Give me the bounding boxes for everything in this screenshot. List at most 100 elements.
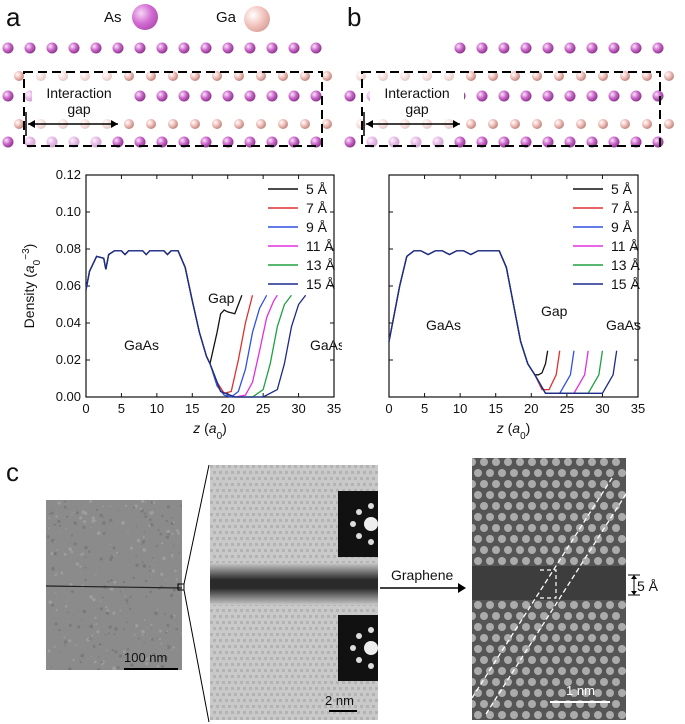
x-axis-label: z (a0) <box>496 420 531 442</box>
lattice-dot <box>258 693 261 696</box>
atom-column <box>570 645 578 653</box>
lattice-dot <box>372 465 375 468</box>
lattice-dot <box>366 705 369 708</box>
lattice-dot <box>309 639 312 642</box>
lattice-dot <box>276 645 279 648</box>
atom-column <box>576 546 584 554</box>
lattice-dot <box>249 471 252 474</box>
lattice-dot <box>324 513 327 516</box>
lattice-dot <box>225 651 228 654</box>
atom-column <box>564 612 572 620</box>
atom-column <box>606 711 614 719</box>
lattice-dot <box>312 693 315 696</box>
lattice-dot <box>249 543 252 546</box>
atom-column <box>472 524 476 532</box>
lattice-dot <box>315 507 318 510</box>
lattice-dot <box>327 687 330 690</box>
atom-column <box>540 700 548 708</box>
atom-column <box>492 524 500 532</box>
lattice-dot <box>306 537 309 540</box>
lattice-dot <box>279 627 282 630</box>
lattice-dot <box>258 657 261 660</box>
atom-column <box>606 689 614 697</box>
lattice-dot <box>222 513 225 516</box>
lattice-dot <box>267 507 270 510</box>
atom-column <box>516 634 524 642</box>
lattice-dot <box>234 693 237 696</box>
lattice-dot <box>285 519 288 522</box>
x-tick-label: 35 <box>327 401 341 416</box>
lattice-dot <box>330 513 333 516</box>
lattice-dot <box>216 501 219 504</box>
lattice-dot <box>264 681 267 684</box>
lattice-dot <box>237 519 240 522</box>
x-tick-label: 10 <box>453 401 467 416</box>
lattice-dot <box>312 669 315 672</box>
lattice-dot <box>234 717 237 720</box>
lattice-dot <box>294 681 297 684</box>
lattice-dot <box>234 465 237 468</box>
lattice-dot <box>261 543 264 546</box>
lattice-dot <box>312 537 315 540</box>
atom-column <box>472 700 476 708</box>
tem-interface-texture <box>210 465 378 720</box>
atom-column <box>522 469 530 477</box>
fft-spot <box>368 663 374 669</box>
atom-column <box>528 480 536 488</box>
atom-column <box>528 502 536 510</box>
lattice-dot <box>225 699 228 702</box>
lattice-dot <box>318 525 321 528</box>
lattice-dot <box>297 663 300 666</box>
lattice-dot <box>276 501 279 504</box>
lattice-dot <box>246 465 249 468</box>
lattice-dot <box>285 711 288 714</box>
lattice-dot <box>324 657 327 660</box>
lattice-dot <box>216 621 219 624</box>
lattice-dot <box>303 627 306 630</box>
lattice-dot <box>252 621 255 624</box>
atom-column <box>588 634 596 642</box>
lattice-dot <box>285 627 288 630</box>
lattice-dot <box>225 507 228 510</box>
lattice-dot <box>210 489 213 492</box>
lattice-dot <box>270 549 273 552</box>
lattice-dot <box>312 633 315 636</box>
lattice-dot <box>357 687 360 690</box>
lattice-dot <box>300 717 303 720</box>
lattice-dot <box>318 549 321 552</box>
graphene-arrow-icon <box>378 580 468 596</box>
lattice-dot <box>261 687 264 690</box>
lattice-dot <box>312 465 315 468</box>
atom-column <box>552 480 560 488</box>
lattice-dot <box>246 513 249 516</box>
lattice-dot <box>291 615 294 618</box>
atom-column <box>534 645 542 653</box>
lattice-dot <box>255 555 258 558</box>
atom-column <box>498 557 506 565</box>
atom-column <box>558 513 566 521</box>
lattice-dot <box>270 501 273 504</box>
atom-column <box>534 557 542 565</box>
atom-column <box>570 623 578 631</box>
atom-column <box>558 601 566 609</box>
lattice-dot <box>312 501 315 504</box>
lattice-dot <box>255 471 258 474</box>
lattice-dot <box>249 663 252 666</box>
lattice-dot <box>294 465 297 468</box>
lattice-dot <box>333 663 336 666</box>
atom-column <box>618 711 626 719</box>
atom-column <box>498 645 506 653</box>
lattice-dot <box>252 525 255 528</box>
lattice-dot <box>219 471 222 474</box>
lattice-dot <box>306 645 309 648</box>
lattice-dot <box>321 651 324 654</box>
lattice-dot <box>240 501 243 504</box>
lattice-dot <box>222 645 225 648</box>
lattice-dot <box>237 531 240 534</box>
zoom-region-box <box>178 584 184 590</box>
lattice-dot <box>297 627 300 630</box>
lattice-dot <box>243 711 246 714</box>
atom-column <box>486 535 494 543</box>
lattice-dot <box>309 615 312 618</box>
x-tick-label: 20 <box>220 401 234 416</box>
